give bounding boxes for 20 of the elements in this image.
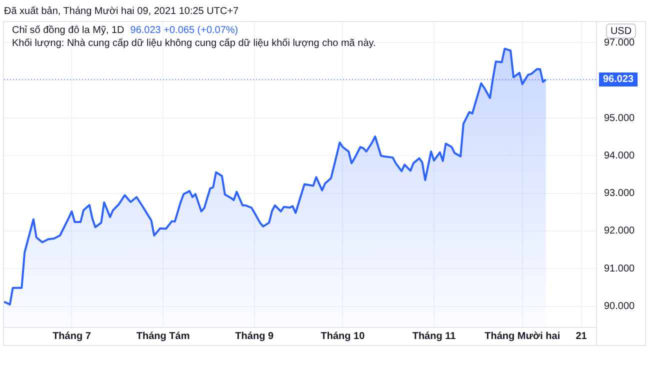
y-axis-title: USD [610,26,632,37]
y-tick-label: 91.000 [604,263,636,274]
x-tick-label: Tháng Mười hai [484,330,560,342]
chart-title: Chỉ số đồng đô la Mỹ, 1D [12,24,124,36]
y-tick-label: 95.000 [604,112,636,124]
annotation: 96.023 +0.065 (+0.07%) [130,24,238,36]
x-tick-label: Tháng 7 [52,330,92,342]
x-tick-label: Tháng 9 [235,330,274,342]
text: Đã xuất bản, Tháng Mười hai 09, 2021 10:25 UTC+7 [4,6,240,17]
x-tick-label: 21 [576,330,588,342]
ref-line-label: 96.023 [603,74,634,86]
y-tick-label: 90.000 [604,301,636,312]
y-tick-label: 97.000 [604,37,636,48]
x-tick-label: Tháng Tám [136,330,190,342]
y-tick-label: 94.000 [604,150,636,162]
annotation: Khối lượng: Nhà cung cấp dữ liệu không cung cấp dữ liệu khối lượng cho mã này. [12,38,376,49]
y-tick-label: 93.000 [604,188,636,200]
x-tick-label: Tháng 11 [412,330,456,342]
y-tick-label: 92.000 [604,226,636,237]
x-tick-label: Tháng 10 [320,330,366,342]
